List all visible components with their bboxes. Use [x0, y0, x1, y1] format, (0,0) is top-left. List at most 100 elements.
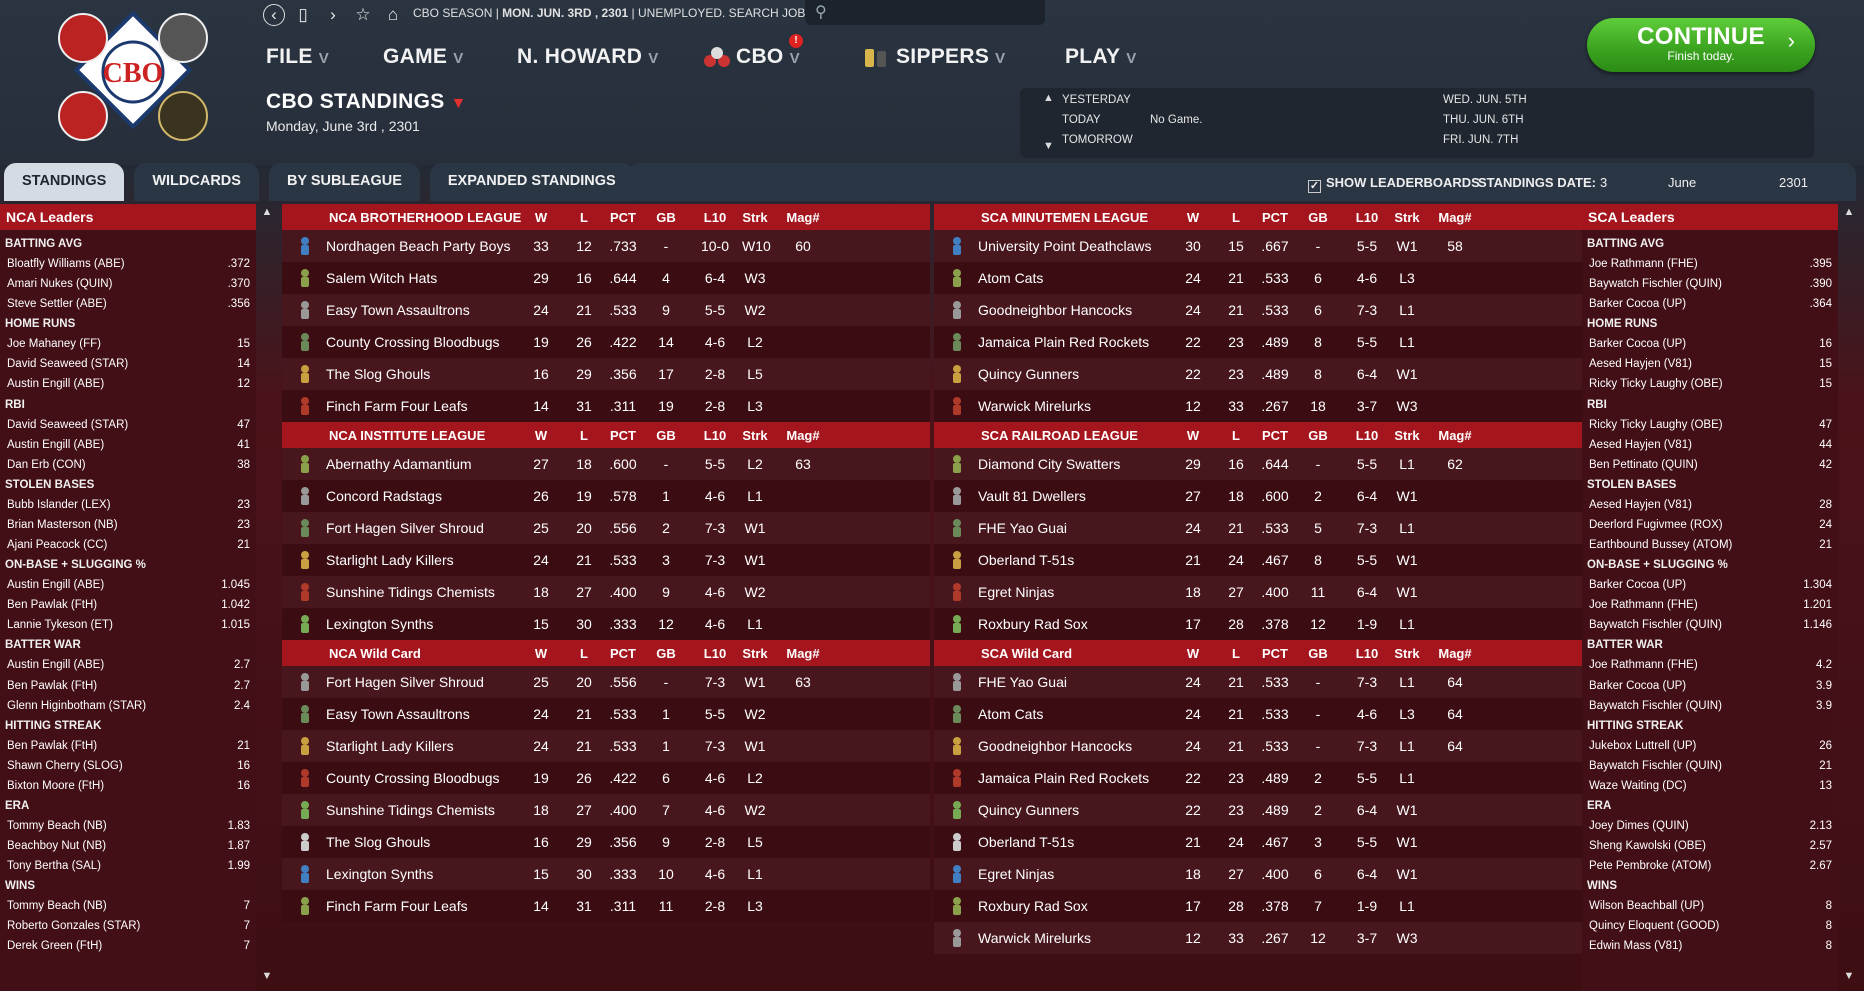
column-header[interactable]: L: [1232, 209, 1240, 225]
team-name[interactable]: Vault 81 Dwellers: [978, 488, 1086, 504]
player-name[interactable]: Austin Engill (ABE): [7, 378, 105, 391]
table-row[interactable]: University Point Deathclaws 30 15 .667 - 5-5 W…: [934, 230, 1582, 262]
player-name[interactable]: Ajani Peacock (CC): [7, 539, 108, 552]
table-row[interactable]: Egret Ninjas 18 27 .400 6 6-4 W1: [934, 858, 1582, 890]
upcoming-date[interactable]: THU. JUN. 6TH: [1443, 114, 1524, 126]
leader-row[interactable]: Bubb Islander (LEX) 23: [0, 495, 256, 515]
column-header[interactable]: PCT: [610, 645, 636, 661]
leader-row[interactable]: Joe Rathmann (FHE) .395: [1582, 254, 1838, 274]
search-input[interactable]: ⚲: [805, 0, 1045, 25]
player-name[interactable]: Lannie Tykeson (ET): [7, 619, 113, 632]
column-header[interactable]: GB: [656, 645, 676, 661]
scroll-down-icon[interactable]: ▼: [1043, 140, 1054, 152]
player-name[interactable]: Quincy Eloquent (GOOD): [1589, 920, 1720, 933]
player-name[interactable]: Tony Bertha (SAL): [7, 860, 101, 873]
leader-row[interactable]: Baywatch Fischler (QUIN) 3.9: [1582, 696, 1838, 716]
team-name[interactable]: Finch Farm Four Leafs: [326, 398, 468, 414]
table-row[interactable]: FHE Yao Guai 24 21 .533 - 7-3 L1 64: [934, 666, 1582, 698]
leader-row[interactable]: Ben Pawlak (FtH) 21: [0, 736, 256, 756]
team-name[interactable]: Egret Ninjas: [978, 584, 1055, 600]
team-name[interactable]: Starlight Lady Killers: [326, 552, 454, 568]
player-name[interactable]: Ben Pawlak (FtH): [7, 679, 98, 692]
leader-category[interactable]: BATTING AVG: [1587, 238, 1665, 250]
player-name[interactable]: Barker Cocoa (UP): [1589, 338, 1687, 351]
league-title[interactable]: NCA INSTITUTE LEAGUE: [329, 427, 486, 443]
table-row[interactable]: Atom Cats 24 21 .533 6 4-6 L3: [934, 262, 1582, 294]
scroll-down-icon[interactable]: ▼: [261, 970, 273, 982]
table-row[interactable]: Finch Farm Four Leafs 14 31 .311 19 2-8 L3: [282, 390, 930, 422]
column-header[interactable]: W: [1186, 209, 1200, 225]
leader-row[interactable]: Baywatch Fischler (QUIN) 21: [1582, 756, 1838, 776]
leader-row[interactable]: Tony Bertha (SAL) 1.99: [0, 856, 256, 876]
column-header[interactable]: PCT: [610, 427, 636, 443]
leader-category[interactable]: WINS: [1587, 880, 1618, 893]
table-row[interactable]: Jamaica Plain Red Rockets 22 23 .489 8 5-5 L1: [934, 326, 1582, 358]
tomorrow-label[interactable]: TOMORROW: [1062, 134, 1133, 146]
column-header[interactable]: L10: [1355, 645, 1379, 661]
team-name[interactable]: Roxbury Rad Sox: [978, 898, 1088, 914]
player-name[interactable]: Joe Rathmann (FHE): [1589, 258, 1698, 270]
leader-row[interactable]: Deerlord Fugivmee (ROX) 24: [1582, 515, 1838, 535]
team-name[interactable]: Oberland T-51s: [978, 834, 1075, 850]
player-name[interactable]: Glenn Higinbotham (STAR): [7, 699, 147, 712]
team-name[interactable]: Oberland T-51s: [978, 552, 1075, 568]
table-row[interactable]: Sunshine Tidings Chemists 18 27 .400 9 4-6 W2: [282, 576, 930, 608]
leader-row[interactable]: Tommy Beach (NB) 7: [0, 896, 256, 916]
table-row[interactable]: Oberland T-51s 21 24 .467 8 5-5 W1: [934, 544, 1582, 576]
scroll-up-icon[interactable]: ▲: [1043, 92, 1054, 104]
leader-row[interactable]: Ricky Ticky Laughy (OBE) 47: [1582, 415, 1838, 435]
leader-category[interactable]: ERA: [1587, 799, 1612, 812]
player-name[interactable]: Pete Pembroke (ATOM): [1589, 860, 1712, 873]
table-row[interactable]: Sunshine Tidings Chemists 18 27 .400 7 4-6 W2: [282, 794, 930, 826]
column-header[interactable]: PCT: [1262, 427, 1288, 443]
leader-row[interactable]: Baywatch Fischler (QUIN) 1.146: [1582, 615, 1838, 635]
player-name[interactable]: David Seaweed (STAR): [7, 418, 129, 431]
leader-category[interactable]: RBI: [5, 398, 25, 411]
leader-row[interactable]: Joe Rathmann (FHE) 1.201: [1582, 595, 1838, 615]
player-name[interactable]: Ricky Ticky Laughy (OBE): [1589, 418, 1723, 431]
team-name[interactable]: Jamaica Plain Red Rockets: [978, 770, 1150, 786]
leader-row[interactable]: Brian Masterson (NB) 23: [0, 515, 256, 535]
leader-category[interactable]: STOLEN BASES: [5, 478, 95, 491]
column-header[interactable]: Strk: [1394, 209, 1420, 225]
column-header[interactable]: PCT: [610, 209, 636, 225]
player-name[interactable]: Bubb Islander (LEX): [7, 498, 111, 511]
leader-category[interactable]: HOME RUNS: [5, 318, 76, 331]
team-name[interactable]: Lexington Synths: [326, 866, 434, 882]
table-row[interactable]: Easy Town Assaultrons 24 21 .533 1 5-5 W2: [282, 698, 930, 730]
player-name[interactable]: Waze Waiting (DC): [1589, 779, 1687, 792]
standings-month[interactable]: June: [1668, 175, 1697, 190]
leader-row[interactable]: Aesed Hayjen (V81) 44: [1582, 435, 1838, 455]
table-row[interactable]: Finch Farm Four Leafs 14 31 .311 11 2-8 L3: [282, 890, 930, 922]
column-header[interactable]: PCT: [1262, 645, 1288, 661]
forward-icon[interactable]: ›: [330, 5, 336, 24]
column-header[interactable]: GB: [1308, 427, 1328, 443]
leader-category[interactable]: ERA: [5, 799, 30, 812]
team-name[interactable]: FHE Yao Guai: [978, 520, 1067, 536]
leader-row[interactable]: Austin Engill (ABE) 41: [0, 435, 256, 455]
team-name[interactable]: Quincy Gunners: [978, 366, 1080, 382]
scroll-down-icon[interactable]: ▼: [1843, 970, 1855, 982]
player-name[interactable]: Joe Mahaney (FF): [7, 338, 101, 351]
player-name[interactable]: Austin Engill (ABE): [7, 659, 105, 672]
column-header[interactable]: PCT: [1262, 209, 1288, 225]
leader-row[interactable]: Austin Engill (ABE) 2.7: [0, 655, 256, 675]
player-name[interactable]: Barker Cocoa (UP): [1589, 679, 1687, 692]
player-name[interactable]: Bloatfly Williams (ABE): [7, 258, 125, 270]
column-header[interactable]: L10: [1355, 209, 1379, 225]
column-header[interactable]: L: [580, 209, 588, 225]
player-name[interactable]: Barker Cocoa (UP): [1589, 298, 1687, 311]
leader-category[interactable]: BATTER WAR: [1587, 639, 1663, 652]
scroll-up-icon[interactable]: ▲: [1843, 206, 1855, 218]
column-header[interactable]: Mag#: [1438, 427, 1472, 443]
team-name[interactable]: Roxbury Rad Sox: [978, 616, 1088, 632]
leader-category[interactable]: STOLEN BASES: [1587, 478, 1677, 491]
table-row[interactable]: County Crossing Bloodbugs 19 26 .422 14 4-6 L2: [282, 326, 930, 358]
column-header[interactable]: L: [1232, 645, 1240, 661]
page-title[interactable]: CBO STANDINGS ▼: [266, 90, 467, 113]
leader-row[interactable]: Barker Cocoa (UP) 3.9: [1582, 676, 1838, 696]
leader-category[interactable]: HITTING STREAK: [5, 719, 102, 732]
player-name[interactable]: Earthbound Bussey (ATOM): [1589, 539, 1733, 552]
team-name[interactable]: Quincy Gunners: [978, 802, 1080, 818]
column-header[interactable]: Strk: [1394, 645, 1420, 661]
